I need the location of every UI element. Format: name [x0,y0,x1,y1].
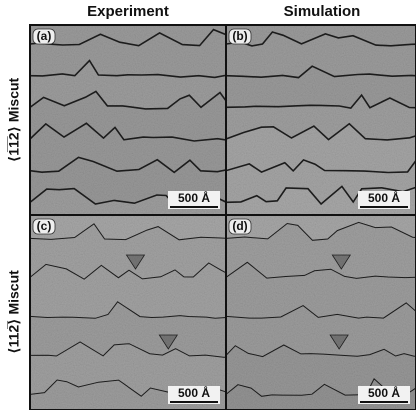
image [226,25,416,215]
figure: Experiment Simulation ⟨1̅1̅2⟩ Miscut ⟨11… [0,0,416,410]
panel: (b) 500 Å [226,25,416,215]
scale-bar-text: 500 Å [178,385,210,400]
panel: (d) 500 Å [226,215,416,410]
panel-label: (a) [37,29,52,43]
panel-label: (b) [232,29,247,43]
panel-label: (c) [37,219,52,233]
image [30,25,232,215]
row-label: ⟨112̅⟩ Miscut [6,270,22,354]
column-header: Simulation [284,3,361,20]
scale-bar-text: 500 Å [178,190,210,205]
image [226,215,416,410]
image [30,215,239,410]
scale-bar-text: 500 Å [368,385,400,400]
panel-label: (d) [232,219,247,233]
panel: (c) 500 Å [30,215,239,410]
panel: (a) 500 Å [30,25,232,215]
panel-grid: (a) 500 Å (b) 500 Å (c) 500 Å (d) 500 Å [30,25,416,410]
scale-bar-text: 500 Å [368,190,400,205]
row-label: ⟨1̅1̅2⟩ Miscut [6,77,22,162]
column-header: Experiment [87,3,169,20]
page: {"column_headers": ["Experiment", "Simul… [0,0,416,410]
